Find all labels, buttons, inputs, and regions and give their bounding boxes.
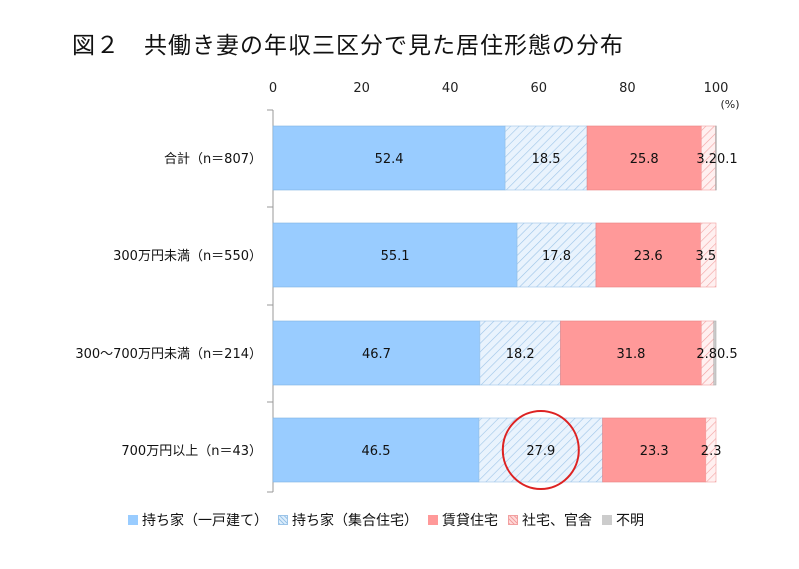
legend-label: 賃貸住宅 bbox=[442, 513, 498, 529]
legend-swatch bbox=[508, 515, 518, 525]
legend-label: 持ち家（集合住宅） bbox=[292, 513, 418, 529]
unit-label: (%) bbox=[720, 98, 739, 111]
data-label: 3.2 bbox=[696, 152, 717, 167]
legend-swatch bbox=[602, 515, 612, 525]
x-tick-label: 60 bbox=[531, 81, 548, 96]
data-label: 2.3 bbox=[701, 444, 722, 459]
x-tick-label: 20 bbox=[353, 81, 370, 96]
category-label: 合計（n＝807） bbox=[164, 151, 262, 167]
stacked-bar-chart: 0 20 40 60 80 100 (%) 合計（n＝807） 300万円未満（n＝550） 30… bbox=[75, 81, 740, 493]
data-label: 3.5 bbox=[695, 249, 716, 264]
bar-segment bbox=[700, 222, 717, 288]
x-tick-label: 80 bbox=[619, 81, 636, 96]
legend-swatch bbox=[278, 515, 288, 525]
data-label: 25.8 bbox=[630, 152, 659, 167]
data-label: 31.8 bbox=[616, 347, 645, 362]
legend-label: 不明 bbox=[616, 513, 644, 529]
data-label: 18.5 bbox=[532, 152, 561, 167]
data-label: 0.1 bbox=[717, 152, 738, 167]
x-tick-label: 0 bbox=[269, 81, 277, 96]
data-label: 46.5 bbox=[362, 444, 391, 459]
x-tick-label: 40 bbox=[442, 81, 459, 96]
category-label: 300万円未満（n＝550） bbox=[113, 249, 262, 264]
bar-segment bbox=[713, 320, 717, 386]
legend-item: 賃貸住宅 bbox=[428, 510, 498, 530]
legend-label: 社宅、官舎 bbox=[522, 513, 592, 529]
legend-item: 不明 bbox=[602, 510, 644, 530]
chart-title: 図２ 共働き妻の年収三区分で見た居住形態の分布 bbox=[72, 33, 624, 59]
legend-label: 持ち家（一戸建て） bbox=[142, 513, 268, 529]
bar-segment bbox=[602, 417, 707, 483]
category-label: 700万円以上（n＝43） bbox=[121, 444, 262, 459]
data-label: 18.2 bbox=[506, 347, 535, 362]
bar-segment bbox=[560, 320, 702, 386]
legend-swatch bbox=[128, 515, 138, 525]
data-label: 23.6 bbox=[634, 249, 663, 264]
data-label: 0.5 bbox=[717, 347, 738, 362]
bar-segment bbox=[272, 417, 480, 483]
data-label: 46.7 bbox=[362, 347, 391, 362]
category-label: 300～700万円未満（n＝214） bbox=[75, 347, 262, 362]
bar-segment bbox=[272, 222, 518, 288]
bar-segment bbox=[272, 320, 481, 386]
chart-legend: 持ち家（一戸建て） 持ち家（集合住宅） 賃貸住宅 社宅、官舎 不明 bbox=[128, 510, 654, 530]
bar-segment bbox=[504, 125, 588, 191]
legend-swatch bbox=[428, 515, 438, 525]
x-tick-label: 100 bbox=[704, 81, 729, 96]
bar-segment bbox=[705, 417, 717, 483]
data-label: 17.8 bbox=[542, 249, 571, 264]
highlight-circle bbox=[501, 410, 580, 490]
legend-item: 持ち家（一戸建て） bbox=[128, 510, 268, 530]
legend-item: 社宅、官舎 bbox=[508, 510, 592, 530]
bar-segment bbox=[715, 125, 717, 191]
data-label: 55.1 bbox=[381, 249, 410, 264]
legend-item: 持ち家（集合住宅） bbox=[278, 510, 418, 530]
bar-segment bbox=[586, 125, 702, 191]
data-label: 27.9 bbox=[526, 444, 555, 459]
data-label: 2.8 bbox=[696, 347, 717, 362]
data-label: 52.4 bbox=[375, 152, 404, 167]
bar-segment bbox=[516, 222, 597, 288]
data-label: 23.3 bbox=[640, 444, 669, 459]
